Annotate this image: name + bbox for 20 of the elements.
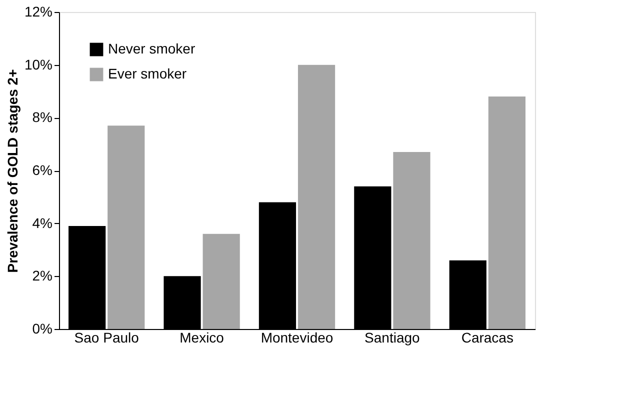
y-tick-label: 4% [32,214,52,231]
x-tick-label: Caracas [461,330,514,346]
y-tick-label: 12% [24,4,52,20]
y-axis-title: Prevalence of GOLD stages 2+ [4,69,20,273]
y-tick-label: 10% [24,56,52,72]
y-tick-label: 0% [32,320,52,336]
x-tick-label: Sao Paulo [74,330,140,346]
y-tick-label: 2% [32,268,52,284]
x-tick-label: Santiago [364,330,420,346]
bar [108,126,145,329]
legend-label: Ever smoker [108,66,187,82]
bar [488,96,526,329]
x-tick-label: Mexico [180,330,224,346]
x-tick-label: Montevideo [260,330,334,346]
y-tick-label: 8% [32,109,52,126]
bar [202,234,240,329]
y-tick-label: 6% [32,162,52,178]
bar [298,64,336,329]
bar [393,152,430,329]
legend-label: Never smoker [108,40,196,56]
